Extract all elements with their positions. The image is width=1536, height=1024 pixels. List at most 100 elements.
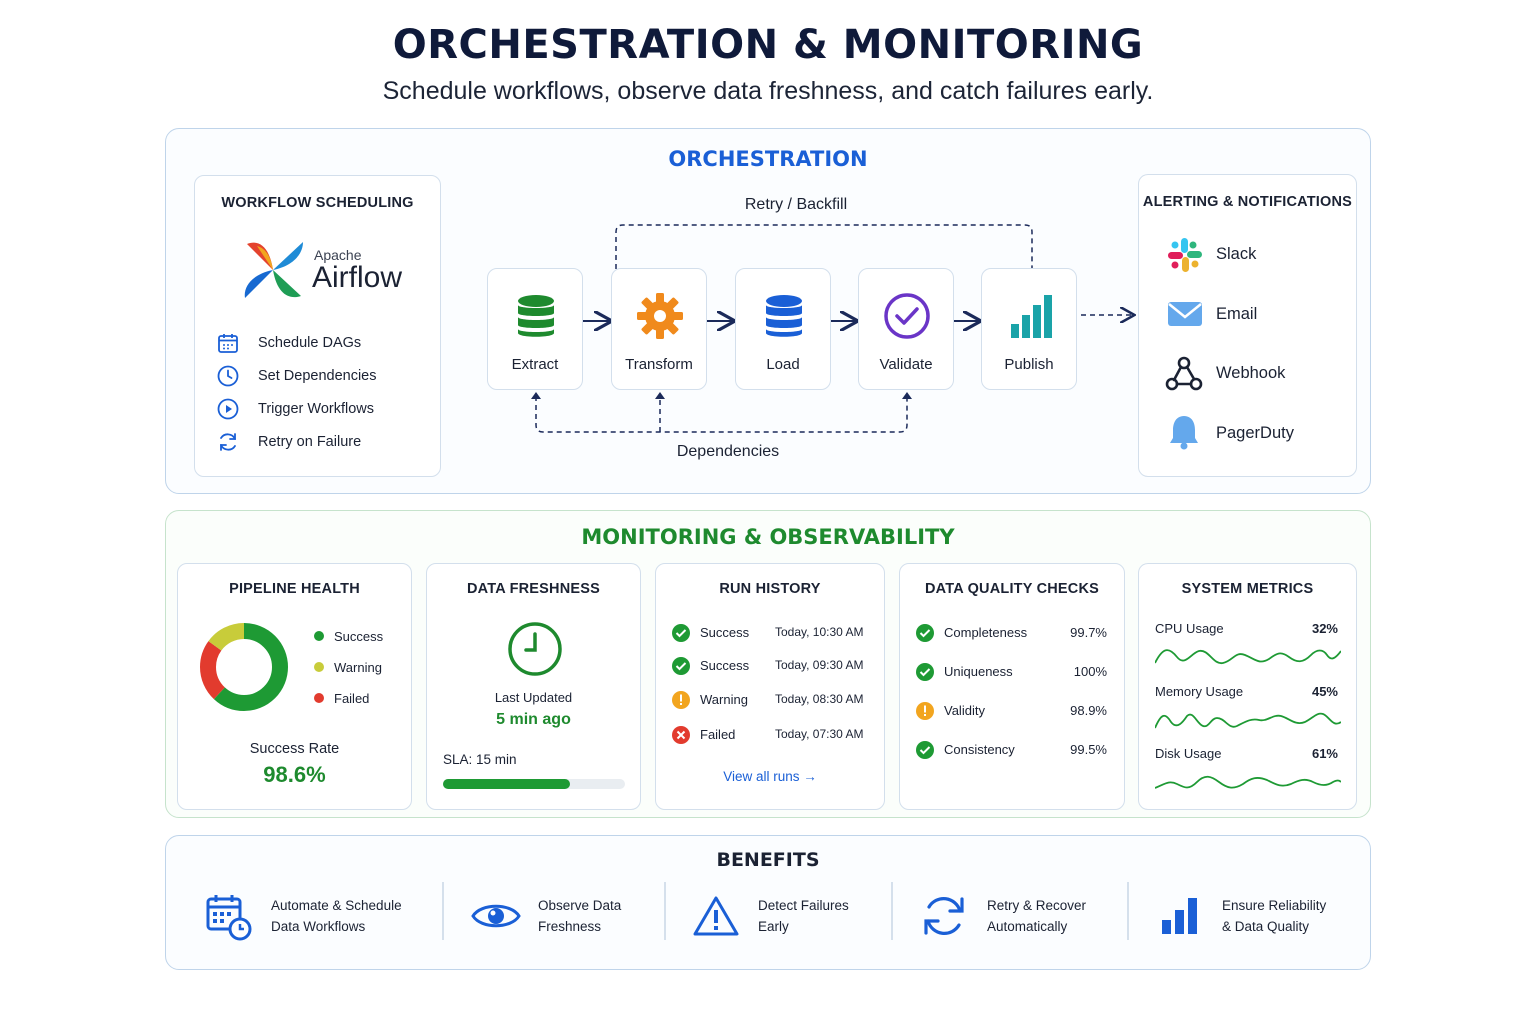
run-status-1: Success xyxy=(700,625,750,640)
success-check-icon xyxy=(916,741,934,759)
success-rate-label: Success Rate xyxy=(249,741,340,757)
run-time-2: Today, 09:30 AM xyxy=(775,658,864,672)
step-load[interactable]: Load xyxy=(735,268,831,390)
sla-progress-track xyxy=(443,779,625,789)
health-donut-chart xyxy=(200,623,288,711)
dependencies-label: Dependencies xyxy=(676,443,780,460)
legend-warning-dot xyxy=(314,662,324,672)
run-status-3: Warning xyxy=(700,692,748,707)
check-circle-icon xyxy=(884,293,930,339)
disk-sparkline xyxy=(1155,775,1341,789)
bell-icon xyxy=(1170,416,1198,450)
quality-label-3: Validity xyxy=(944,703,985,718)
email-label: Email xyxy=(1216,305,1258,323)
quality-label-2: Uniqueness xyxy=(944,664,1013,679)
orchestration-title: ORCHESTRATION xyxy=(668,147,868,171)
system-metrics-title: SYSTEM METRICS xyxy=(1181,581,1314,597)
divider xyxy=(442,882,444,940)
run-history-title: RUN HISTORY xyxy=(719,581,821,597)
set-dependencies-label: Set Dependencies xyxy=(258,368,377,384)
legend-failed-dot xyxy=(314,693,324,703)
webhook-icon xyxy=(1165,356,1203,391)
warning-icon xyxy=(693,896,739,936)
page-subtitle: Schedule workflows, observe data freshne… xyxy=(382,77,1154,105)
retry-icon xyxy=(220,433,236,451)
warning-status-icon xyxy=(916,702,934,720)
run-time-3: Today, 08:30 AM xyxy=(775,692,864,706)
schedule-dags-label: Schedule DAGs xyxy=(258,335,362,351)
last-updated-label: Last Updated xyxy=(494,690,573,705)
donut-failed-segment xyxy=(200,623,288,711)
database-icon xyxy=(766,295,802,337)
bar-chart-icon xyxy=(1162,898,1197,934)
divider xyxy=(891,882,893,940)
quality-label-1: Completeness xyxy=(944,625,1028,640)
view-all-runs-link[interactable]: View all runs → xyxy=(723,769,817,784)
run-status-2: Success xyxy=(700,658,750,673)
legend-warning-label: Warning xyxy=(334,660,382,675)
refresh-icon xyxy=(924,897,964,935)
step-validate[interactable]: Validate xyxy=(858,268,954,390)
disk-usage-label: Disk Usage xyxy=(1155,746,1222,761)
data-quality-card: DATA QUALITY CHECKS xyxy=(899,563,1125,810)
cpu-usage-label: CPU Usage xyxy=(1155,621,1224,636)
legend-success-label: Success xyxy=(334,629,384,644)
sla-label: SLA: 15 min xyxy=(443,752,517,767)
quality-value-3: 98.9% xyxy=(1070,703,1107,718)
quality-value-1: 99.7% xyxy=(1070,625,1107,640)
pagerduty-label: PagerDuty xyxy=(1216,424,1294,442)
success-check-icon xyxy=(672,624,690,642)
run-row-1[interactable] xyxy=(671,623,691,648)
pipeline-connectors xyxy=(531,224,1150,433)
step-transform-label: Transform xyxy=(625,356,693,373)
quality-value-4: 99.5% xyxy=(1070,742,1107,757)
data-freshness-card: DATA FRESHNESS xyxy=(426,563,641,810)
schedule-dags-item xyxy=(216,331,240,360)
memory-usage-value: 45% xyxy=(1311,684,1338,699)
workflow-scheduling-title: WORKFLOW SCHEDULING xyxy=(221,195,414,211)
page-title: ORCHESTRATION & MONITORING xyxy=(392,22,1144,68)
last-updated-value: 5 min ago xyxy=(496,711,571,728)
play-icon xyxy=(217,398,239,420)
run-row-3[interactable] xyxy=(671,690,691,715)
benefit-5-line1: Ensure Reliability xyxy=(1222,898,1327,913)
benefit-1-line1: Automate & Schedule xyxy=(271,898,402,913)
run-row-2[interactable] xyxy=(671,656,691,681)
quality-value-2: 100% xyxy=(1073,664,1107,679)
calendar-clock-icon xyxy=(206,895,252,941)
gear-icon xyxy=(637,293,683,339)
run-row-4[interactable] xyxy=(671,725,691,750)
donut-warning-segment xyxy=(200,623,288,711)
run-status-4: Failed xyxy=(700,727,736,742)
benefit-3-line1: Detect Failures xyxy=(758,898,849,913)
benefit-4-line2: Automatically xyxy=(987,919,1068,934)
benefit-2-line1: Observe Data xyxy=(538,898,622,913)
success-check-icon xyxy=(916,663,934,681)
benefit-5-line2: & Data Quality xyxy=(1222,919,1310,934)
memory-usage-label: Memory Usage xyxy=(1155,684,1244,699)
step-extract-label: Extract xyxy=(511,356,559,373)
legend-success-dot xyxy=(314,631,324,641)
database-icon xyxy=(518,295,554,337)
benefit-4-line1: Retry & Recover xyxy=(987,898,1087,913)
success-check-icon xyxy=(916,624,934,642)
step-publish[interactable]: Publish xyxy=(981,268,1077,390)
slack-label: Slack xyxy=(1216,245,1257,263)
webhook-label: Webhook xyxy=(1216,364,1286,382)
retry-on-failure-label: Retry on Failure xyxy=(258,434,362,450)
retry-backfill-label: Retry / Backfill xyxy=(744,196,848,213)
benefits-section xyxy=(165,835,1371,970)
success-check-icon xyxy=(672,657,690,675)
alerting-title: ALERTING & NOTIFICATIONS xyxy=(1142,194,1353,210)
step-extract[interactable]: Extract xyxy=(487,268,583,390)
benefits-title: BENEFITS xyxy=(716,849,820,871)
airflow-logo-name: Airflow xyxy=(312,261,403,294)
memory-sparkline xyxy=(1155,712,1341,729)
pipeline-health-title: PIPELINE HEALTH xyxy=(229,581,360,597)
calendar-icon xyxy=(218,334,238,353)
slack-icon xyxy=(1168,238,1202,272)
run-history-card: RUN HISTORY xyxy=(655,563,885,810)
clock-icon xyxy=(217,365,239,387)
run-time-1: Today, 10:30 AM xyxy=(775,625,864,639)
step-transform[interactable]: Transform xyxy=(611,268,707,390)
